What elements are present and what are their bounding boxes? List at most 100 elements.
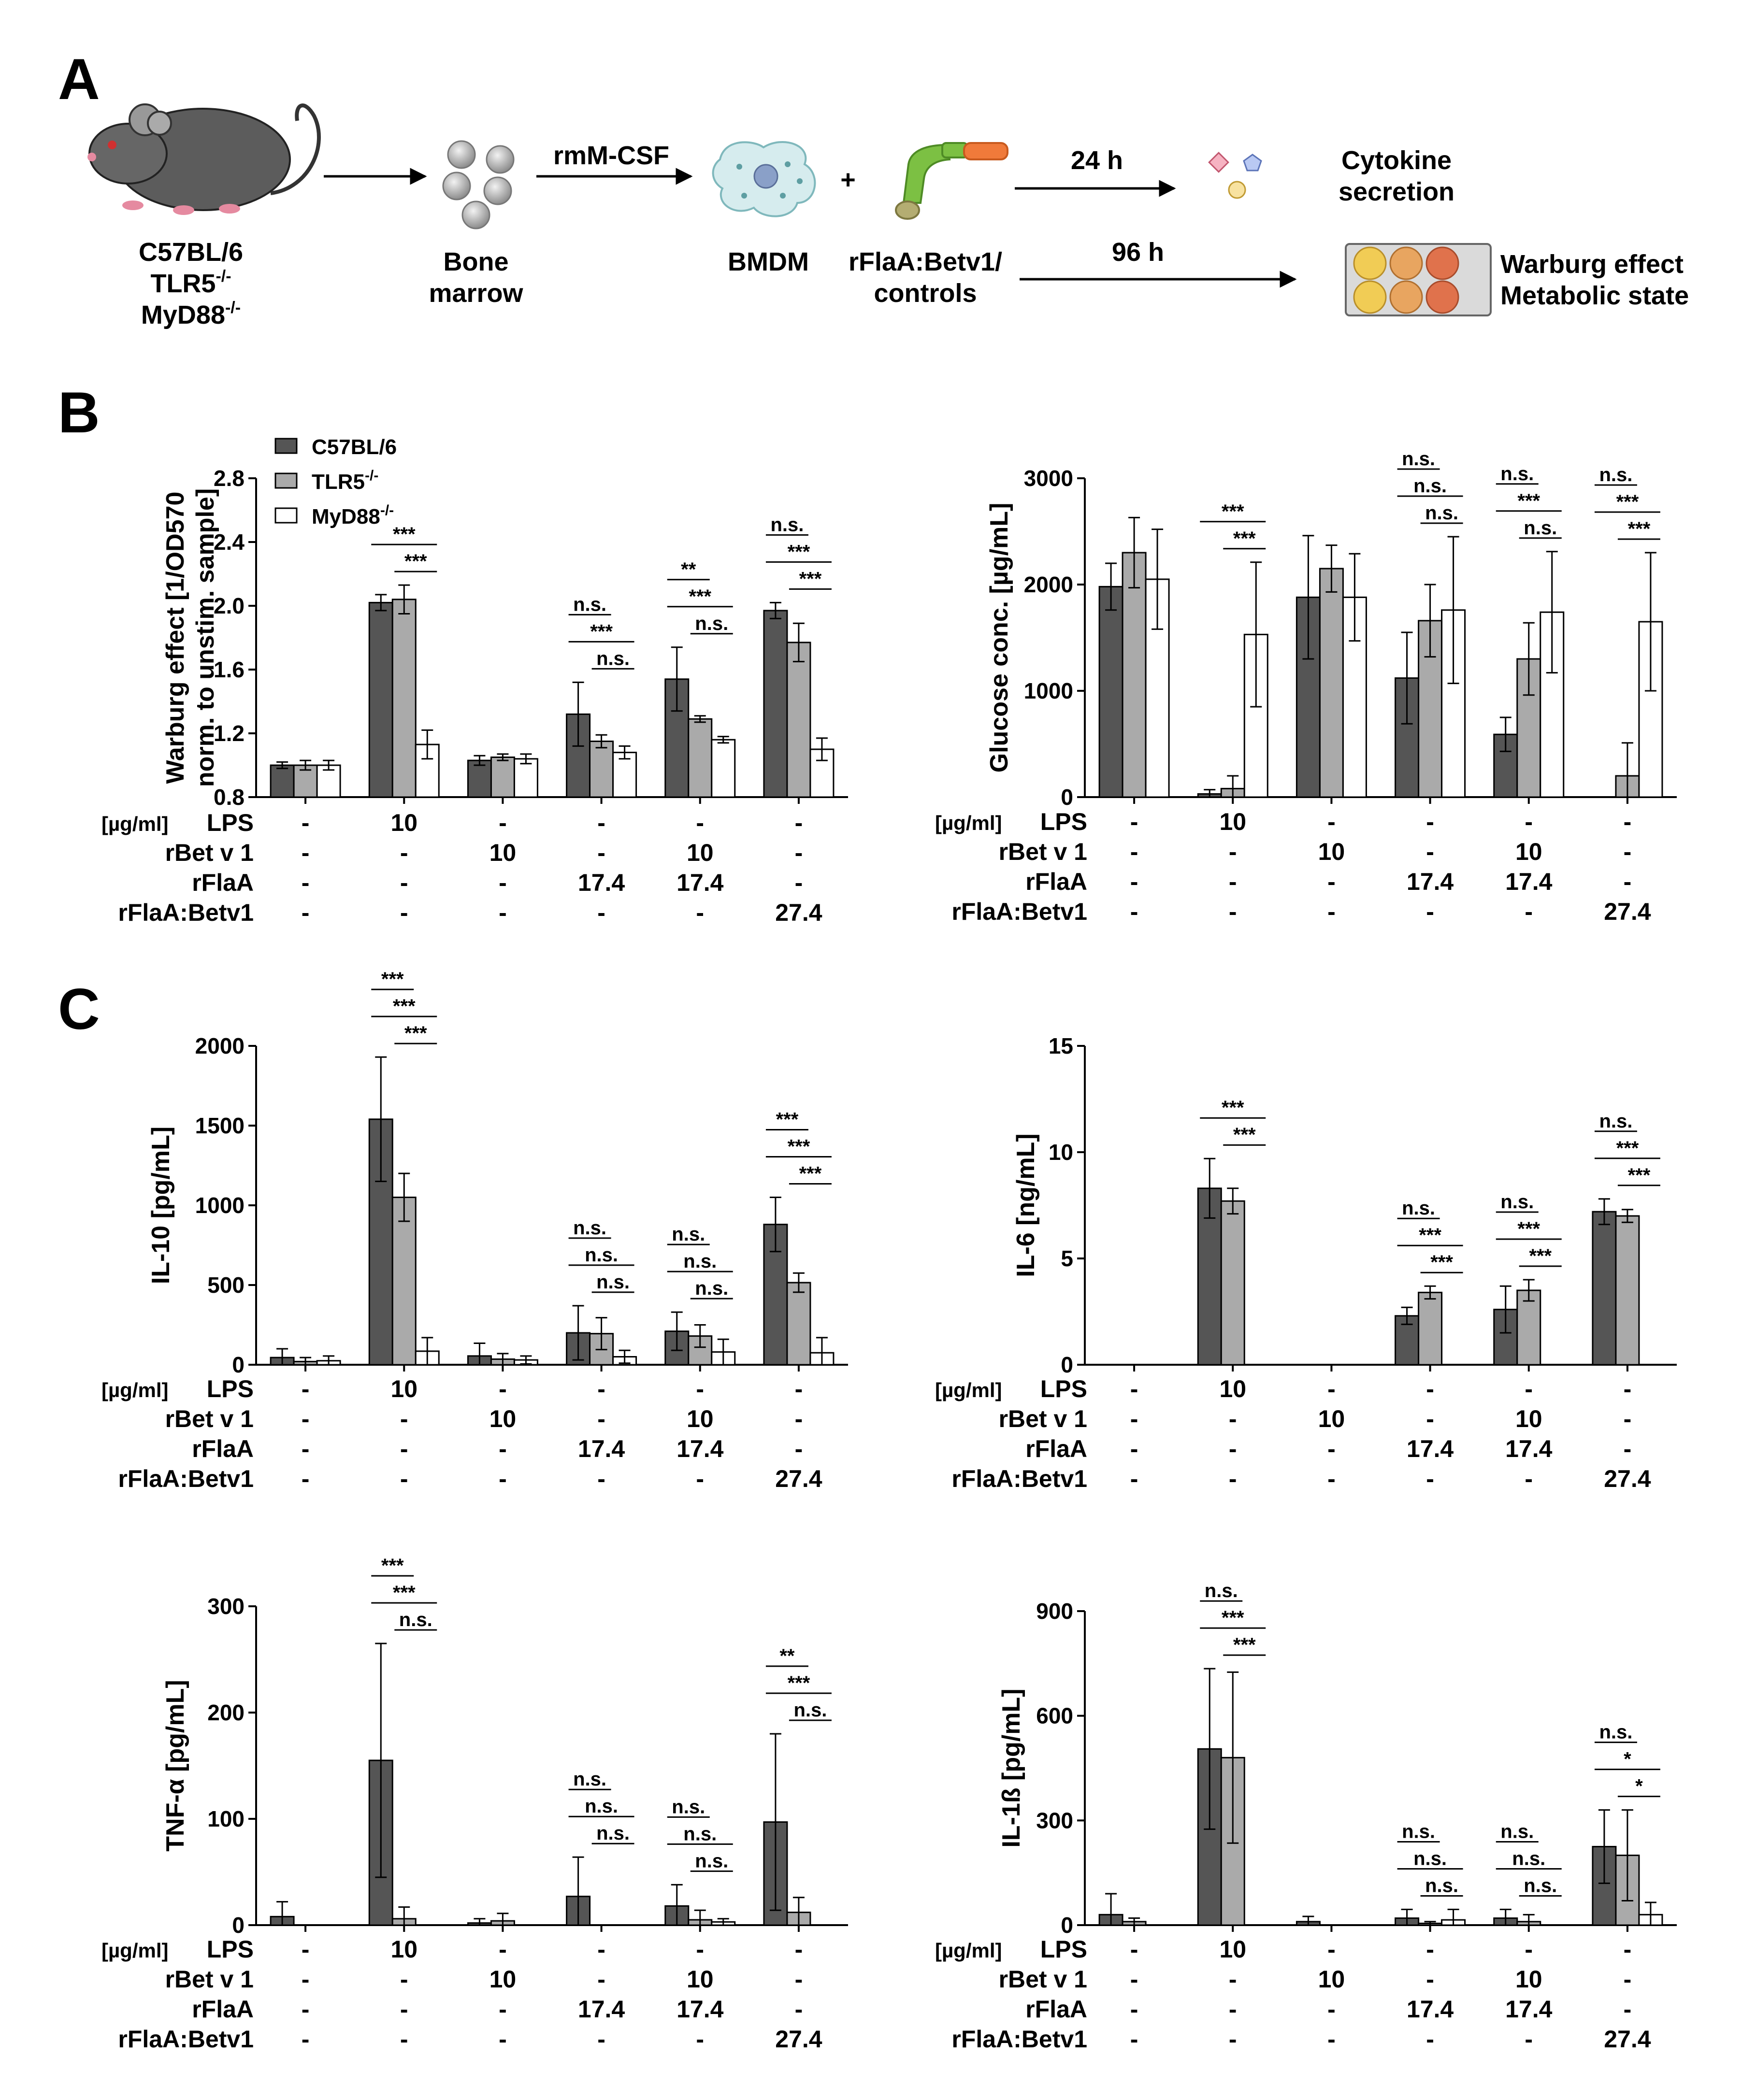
condition-table: [µg/ml] LPS - 10 - - - - rBet v 1 - - 10 - 10 - rFlaA - -…	[935, 1936, 1651, 2053]
significance-label: n.s.	[683, 1823, 717, 1844]
condition-row-name: LPS	[207, 1375, 254, 1402]
condition-cell: -	[1130, 1465, 1138, 1492]
condition-cell: -	[1229, 2026, 1237, 2053]
y-axis-label: Glucose conc. [µg/mL]	[985, 503, 1013, 773]
bar	[1319, 568, 1344, 798]
significance-label: n.s.	[1425, 502, 1458, 524]
significance-label: ***	[381, 969, 404, 990]
significance-label: ***	[1628, 1165, 1651, 1186]
panel-label-a: A	[58, 47, 100, 112]
condition-row-name: rFlaA	[1025, 1435, 1087, 1462]
chart-glucose: 0 1000 2000 3000 Glucose conc. [µg/mL] *** ***…	[935, 448, 1677, 925]
significance-label: n.s.	[573, 1769, 606, 1790]
bar	[763, 610, 788, 798]
bone-marrow-label-1: Bone	[444, 247, 509, 276]
condition-cell: -	[302, 899, 310, 926]
condition-row-name: rFlaA	[192, 1435, 254, 1462]
significance-label: ***	[1616, 491, 1639, 513]
condition-cell: -	[1624, 1435, 1632, 1462]
condition-row-name: rFlaA:Betv1	[951, 898, 1087, 925]
condition-cell: -	[302, 1375, 310, 1402]
bar	[786, 642, 811, 798]
significance-label: ***	[1529, 1245, 1552, 1267]
condition-row-name: rFlaA	[192, 869, 254, 896]
condition-cell: -	[1229, 868, 1237, 895]
significance-label: ***	[393, 996, 416, 1017]
legend-swatch-c57	[274, 438, 298, 454]
chart-il10: 0 500 1000 1500 2000 IL-10 [pg/mL] *** *** *** n.…	[101, 969, 848, 1492]
condition-row-name: rBet v 1	[165, 1405, 254, 1432]
legend-label-myd88: MyD88-/-	[312, 502, 394, 529]
condition-row-name: LPS	[1040, 1375, 1087, 1402]
y-tick-label: 500	[207, 1272, 245, 1298]
condition-row-name: rBet v 1	[999, 1405, 1087, 1432]
condition-cell: -	[1327, 1375, 1336, 1402]
significance-label: ***	[381, 1555, 404, 1576]
conc-unit-label: [µg/ml]	[101, 1939, 169, 1962]
cytokine-label-1: Cytokine	[1341, 146, 1452, 175]
significance-label: n.s.	[695, 613, 728, 634]
significance-label: *	[1635, 1776, 1643, 1797]
conc-unit-label: [µg/ml]	[101, 1379, 169, 1401]
significance-label: ***	[1517, 1218, 1540, 1240]
legend-label-c57: C57BL/6	[312, 435, 397, 459]
conc-unit-label: [µg/ml]	[101, 813, 169, 835]
bone-marrow-cells-icon	[442, 140, 515, 229]
bar	[589, 741, 614, 798]
y-tick-label: 0.8	[214, 785, 245, 810]
bmdm-cell-icon	[712, 141, 816, 217]
warburg-label-2: Metabolic state	[1500, 281, 1689, 310]
condition-cell: 17.4	[578, 869, 625, 896]
condition-cell: -	[1525, 2026, 1533, 2053]
bar	[1220, 1200, 1245, 1366]
significance-label: ***	[788, 541, 810, 562]
significance-label: n.s.	[793, 1700, 827, 1721]
significance-label: n.s.	[1205, 1580, 1238, 1601]
condition-cell: -	[1426, 898, 1434, 925]
conc-unit-label: [µg/ml]	[935, 1379, 1002, 1401]
condition-cell: -	[1130, 2026, 1138, 2053]
y-tick-label: 15	[1049, 1033, 1073, 1058]
condition-cell: 10	[687, 839, 714, 866]
bar	[490, 757, 515, 798]
condition-cell: -	[1130, 808, 1138, 835]
fusion-protein-icon	[895, 142, 1008, 220]
condition-cell: 10	[1318, 1966, 1345, 1993]
significance-label: n.s.	[573, 1217, 606, 1239]
significance-label: ***	[788, 1136, 810, 1157]
y-tick-label: 1000	[195, 1193, 245, 1218]
condition-cell: -	[597, 839, 605, 866]
condition-cell: -	[302, 2026, 310, 2053]
condition-cell: -	[1624, 868, 1632, 895]
condition-cell: -	[499, 869, 507, 896]
legend-label-tlr5: TLR5-/-	[312, 468, 378, 494]
condition-cell: 17.4	[677, 869, 724, 896]
condition-cell: 17.4	[1407, 1435, 1454, 1462]
condition-cell: 10	[390, 809, 418, 836]
condition-cell: -	[499, 1465, 507, 1492]
significance-label: n.s.	[672, 1224, 705, 1245]
y-tick-label: 10	[1049, 1140, 1073, 1165]
condition-cell: 10	[1219, 1936, 1246, 1963]
condition-cell: -	[400, 1435, 408, 1462]
significance-label: ***	[1419, 1225, 1441, 1246]
condition-cell: -	[1624, 1375, 1632, 1402]
condition-row-name: LPS	[207, 809, 254, 836]
y-tick-label: 0	[1061, 1352, 1073, 1377]
condition-cell: -	[1130, 1405, 1138, 1432]
chart-il6: 0 5 10 15 IL-6 [ng/mL] *** *** n.s. *** *** n.s. **…	[935, 1033, 1677, 1492]
significance-label: n.s.	[695, 1278, 728, 1299]
condition-cell: -	[795, 839, 803, 866]
condition-cell: -	[499, 899, 507, 926]
y-tick-label: 0	[1061, 785, 1073, 810]
condition-cell: -	[1130, 1375, 1138, 1402]
bone-marrow-label-2: marrow	[429, 279, 523, 308]
condition-cell: -	[400, 2026, 408, 2053]
condition-cell: -	[400, 1405, 408, 1432]
significance-label: n.s.	[1402, 448, 1435, 470]
condition-cell: -	[795, 1375, 803, 1402]
condition-cell: 10	[1219, 808, 1246, 835]
y-tick-label: 1500	[195, 1113, 245, 1138]
y-tick-label: 600	[1036, 1703, 1073, 1729]
well-plate-icon	[1345, 243, 1492, 316]
